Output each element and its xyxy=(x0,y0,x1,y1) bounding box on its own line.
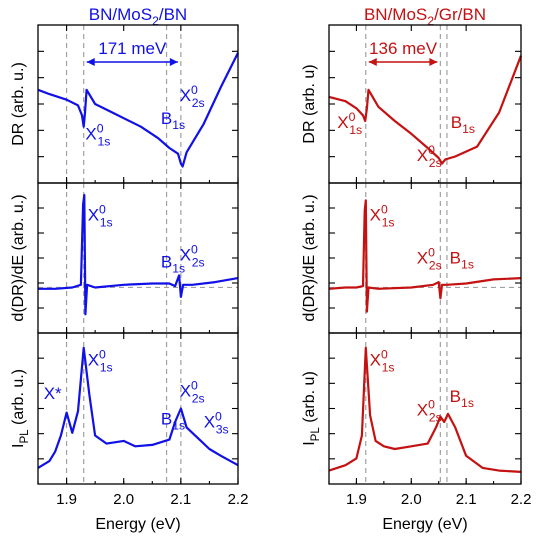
x-tick-label: 2.2 xyxy=(511,491,532,508)
chart-title: BN/MoS2​/Gr/BN xyxy=(364,5,486,28)
series-line xyxy=(328,199,522,313)
x-tick-label: 2.0 xyxy=(401,491,422,508)
x-tick-label: 2.1 xyxy=(170,491,191,508)
spacing-label: 136 meV xyxy=(369,39,438,58)
x-tick-label: 2.1 xyxy=(456,491,477,508)
x-axis-label: Energy (eV) xyxy=(382,516,467,533)
peak-label: X* xyxy=(44,384,62,403)
y-axis-label: IPL​ (arb. u.) xyxy=(10,369,31,448)
x-tick-label: 2.2 xyxy=(228,491,249,508)
peak-label: B1s​ xyxy=(450,248,474,271)
x-axis-label: Energy (eV) xyxy=(95,516,180,533)
series-line xyxy=(37,346,239,469)
series-line xyxy=(328,346,522,473)
panel-frame xyxy=(37,332,239,485)
x-tick-label: 1.9 xyxy=(346,491,367,508)
y-axis-label: IPL​ (arb. u) xyxy=(301,371,322,446)
series-line xyxy=(38,193,239,316)
arrow-head-left xyxy=(368,58,377,66)
peak-label: B1s​ xyxy=(161,252,185,275)
y-axis-label: DR (arb. u.) xyxy=(10,62,27,146)
panel-frame xyxy=(37,182,239,334)
peak-label: B1s​ xyxy=(161,410,185,433)
peak-label: B1s​ xyxy=(451,113,475,136)
series-line xyxy=(328,55,523,165)
peak-label: B1s​ xyxy=(161,109,185,132)
x-tick-label: 2.0 xyxy=(113,491,134,508)
peak-label: B1s​ xyxy=(450,387,474,410)
arrow-head-right xyxy=(169,58,178,66)
x-tick-label: 1.9 xyxy=(56,491,77,508)
y-axis-label: d(DR)/dE (arb. u.) xyxy=(301,194,318,321)
chart-title: BN/MoS2​/BN xyxy=(89,5,187,28)
arrow-head-left xyxy=(86,58,95,66)
y-axis-label: DR (arb. u) xyxy=(301,64,318,143)
arrow-head-right xyxy=(429,58,438,66)
spacing-label: 171 meV xyxy=(98,39,167,58)
y-axis-label: d(DR)/dE (arb. u.) xyxy=(10,194,27,321)
series-line xyxy=(37,52,239,168)
